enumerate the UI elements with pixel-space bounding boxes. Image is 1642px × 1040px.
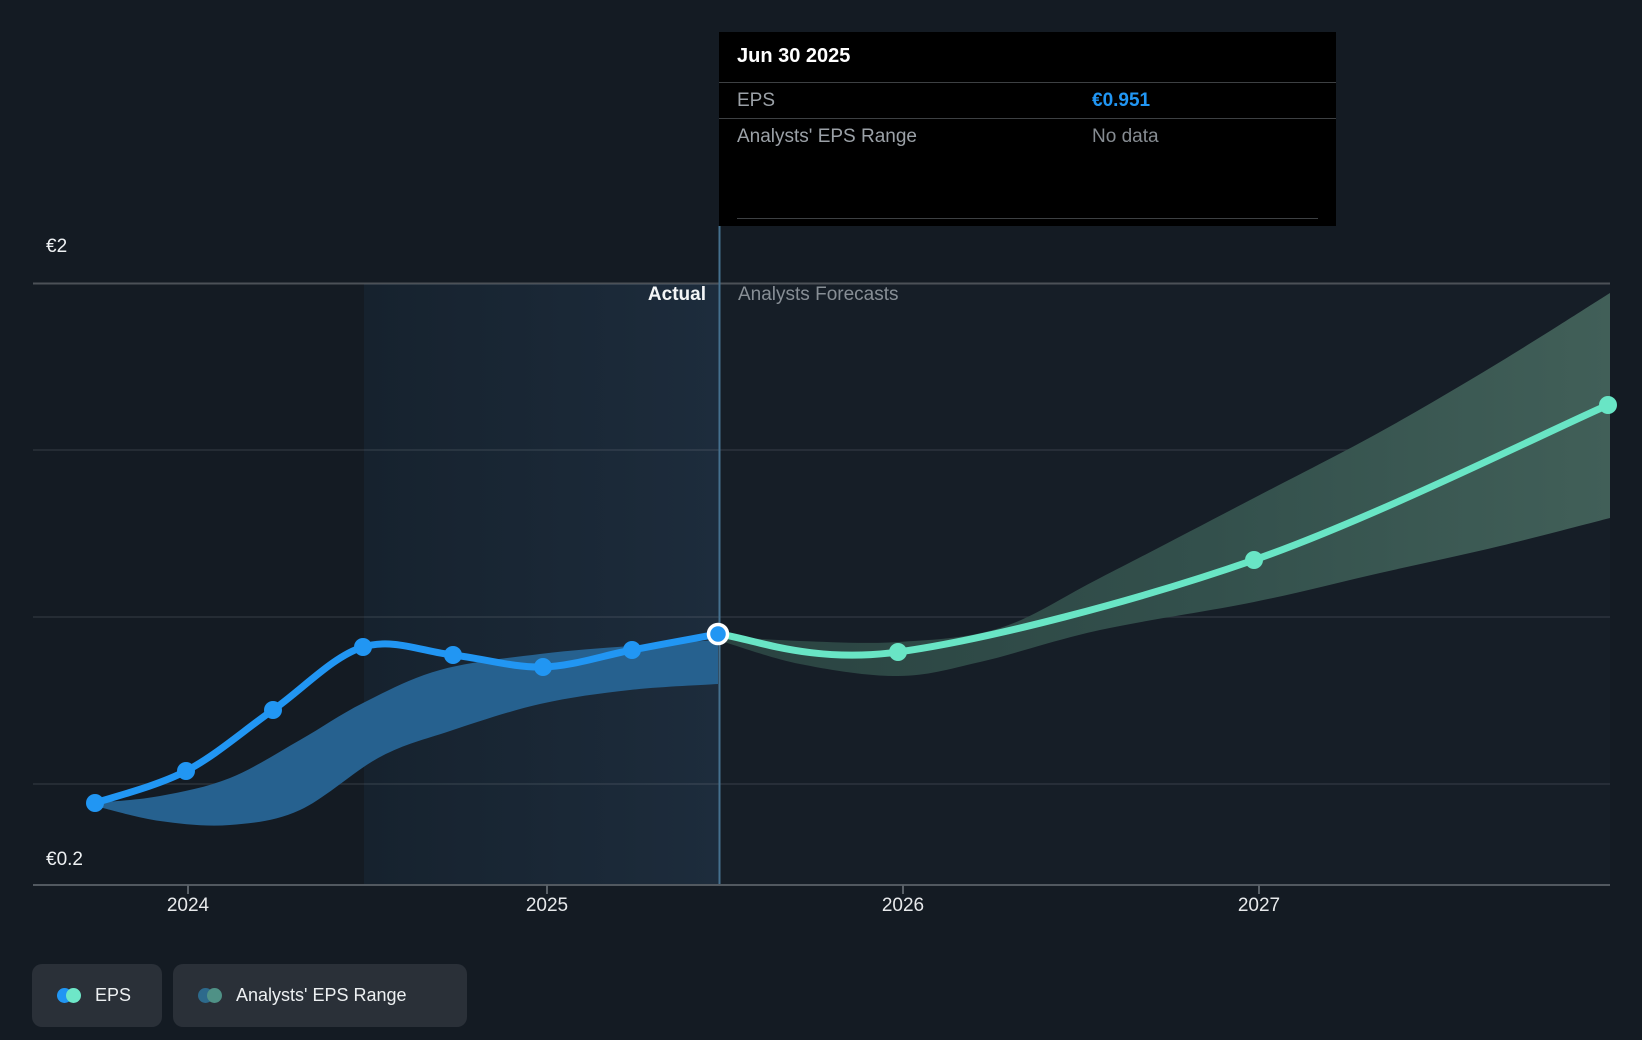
eps-teal-dot-icon (66, 988, 81, 1003)
tooltip-range-value: No data (1092, 125, 1159, 147)
eps-actual-point[interactable] (444, 646, 462, 664)
legend-range-label: Analysts' EPS Range (236, 985, 407, 1005)
selected-point-marker[interactable] (706, 622, 730, 646)
y-axis-max-label: €2 (46, 236, 68, 257)
eps-forecast-line (714, 401, 1612, 659)
eps-actual-points (86, 638, 641, 812)
tooltip-range-row: Analysts' EPS Range No data (719, 118, 1336, 154)
tooltip-eps-row: EPS €0.951 (719, 82, 1336, 118)
actual-zone-label: Actual (647, 284, 706, 305)
legend-analysts-eps-range[interactable]: Analysts' EPS Range (173, 964, 467, 1027)
eps-actual-point[interactable] (264, 701, 282, 719)
eps-actual-point[interactable] (623, 641, 641, 659)
eps-forecast-point[interactable] (1599, 396, 1617, 414)
eps-forecast-point[interactable] (889, 643, 907, 661)
range-teal-dot-icon (207, 988, 222, 1003)
x-label-2025: 2025 (525, 895, 569, 916)
eps-actual-point[interactable] (177, 762, 195, 780)
tooltip-date: Jun 30 2025 (737, 45, 851, 67)
eps-actual-point[interactable] (354, 638, 372, 656)
x-label-2027: 2027 (1237, 895, 1281, 916)
x-label-2024: 2024 (166, 895, 210, 916)
analysts-range-band-actual (95, 640, 718, 826)
legend-eps[interactable]: EPS (32, 964, 162, 1027)
legend-eps-label: EPS (95, 985, 132, 1005)
past-year-highlight-band (364, 284, 720, 884)
tooltip-bottom-separator (737, 218, 1318, 219)
x-label-2026: 2026 (881, 895, 925, 916)
y-axis-min-label: €0.2 (46, 849, 83, 870)
tooltip-eps-label: EPS (737, 89, 776, 111)
eps-actual-point[interactable] (534, 658, 552, 676)
eps-actual-line (91, 630, 722, 807)
eps-forecast-point[interactable] (1245, 551, 1263, 569)
tooltip: Jun 30 2025 EPS €0.951 Analysts' EPS Ran… (719, 32, 1336, 226)
tooltip-range-label: Analysts' EPS Range (737, 125, 917, 147)
forecast-zone-label: Analysts Forecasts (738, 284, 899, 305)
tooltip-eps-value: €0.951 (1092, 89, 1151, 111)
x-axis-ticks (187, 885, 1260, 894)
eps-forecast-points (889, 396, 1617, 661)
eps-actual-point[interactable] (86, 794, 104, 812)
